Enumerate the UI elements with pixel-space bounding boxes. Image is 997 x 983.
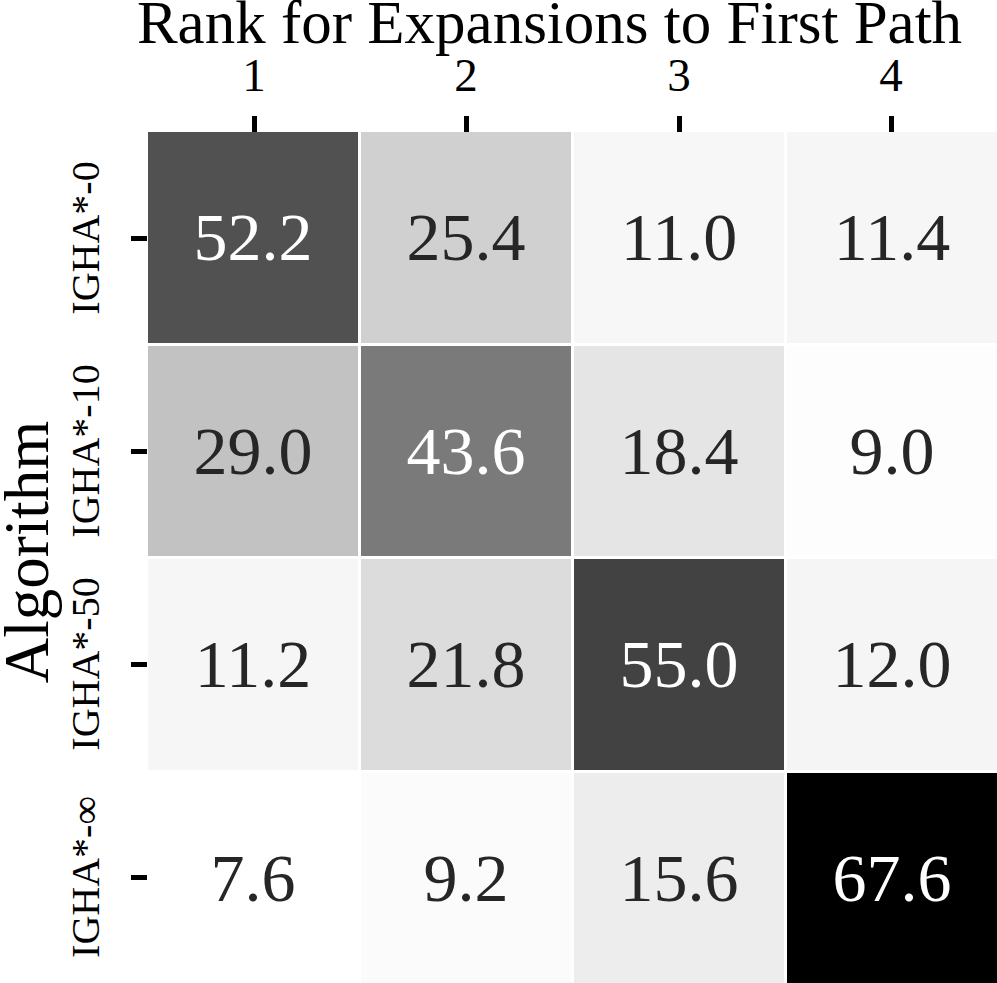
- x-tick-label-2: 2: [406, 52, 526, 99]
- heatmap-cell-r2c2: 43.6: [361, 346, 571, 557]
- x-tick-mark-3: [677, 116, 682, 132]
- y-tick-mark-4: [131, 875, 147, 880]
- heatmap-cell-r1c4: 11.4: [787, 132, 997, 343]
- heatmap-cell-r4c4: 67.6: [787, 773, 997, 983]
- y-tick-mark-2: [131, 449, 147, 454]
- heatmap-cell-r4c3: 15.6: [574, 773, 784, 983]
- heatmap-cell-r3c1: 11.2: [148, 559, 358, 770]
- x-tick-label-4: 4: [831, 52, 951, 99]
- heatmap-figure: Rank for Expansions to First Path 1 2 3 …: [0, 0, 997, 983]
- y-tick-mark-1: [131, 236, 147, 241]
- heatmap-cell-r2c3: 18.4: [574, 346, 784, 557]
- heatmap-cell-r3c3: 55.0: [574, 559, 784, 770]
- heatmap-cell-r4c2: 9.2: [361, 773, 571, 983]
- y-axis-label: Algorithm: [0, 421, 59, 684]
- heatmap-grid: 52.2 25.4 11.0 11.4 29.0 43.6 18.4 9.0 1…: [148, 132, 997, 983]
- y-tick-label-3: IGHA*-50: [66, 577, 106, 750]
- x-tick-label-3: 3: [619, 52, 739, 99]
- chart-title: Rank for Expansions to First Path: [125, 0, 974, 53]
- heatmap-cell-r1c3: 11.0: [574, 132, 784, 343]
- heatmap-cell-r3c2: 21.8: [361, 559, 571, 770]
- x-tick-mark-4: [889, 116, 894, 132]
- y-tick-label-4: IGHA*-∞: [66, 796, 106, 958]
- x-tick-mark-1: [252, 116, 257, 132]
- y-tick-label-1: IGHA*-0: [66, 161, 106, 314]
- heatmap-cell-r2c1: 29.0: [148, 346, 358, 557]
- y-tick-mark-3: [131, 662, 147, 667]
- x-tick-mark-2: [464, 116, 469, 132]
- heatmap-cell-r3c4: 12.0: [787, 559, 997, 770]
- heatmap-cell-r1c1: 52.2: [148, 132, 358, 343]
- heatmap-cell-r2c4: 9.0: [787, 346, 997, 557]
- heatmap-cell-r1c2: 25.4: [361, 132, 571, 343]
- x-tick-label-1: 1: [194, 52, 314, 99]
- heatmap-cell-r4c1: 7.6: [148, 773, 358, 983]
- y-tick-label-2: IGHA*-10: [66, 364, 106, 537]
